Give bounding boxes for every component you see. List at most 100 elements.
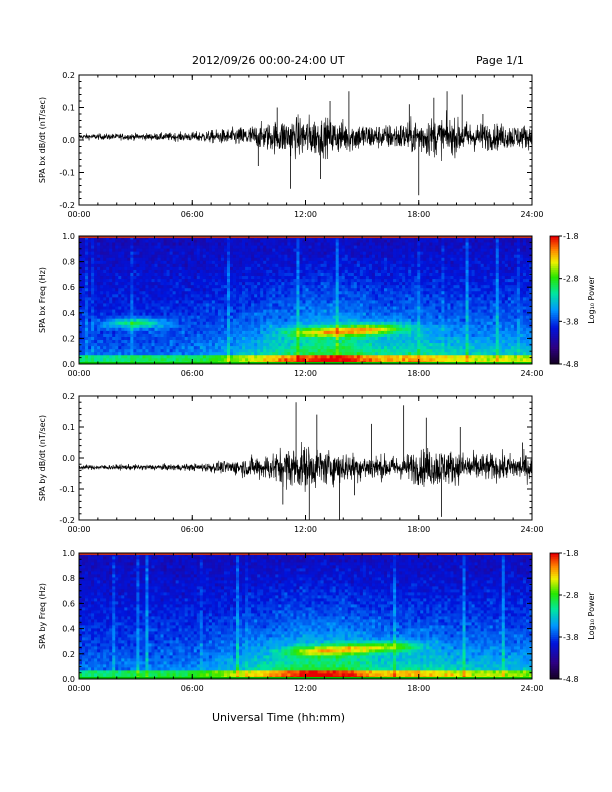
spectrogram-cell: [296, 330, 300, 334]
spectrogram-cell: [408, 357, 412, 362]
spectrogram-cell: [420, 354, 424, 359]
spectrogram-cell: [314, 239, 318, 243]
spectrogram-cell: [317, 300, 321, 304]
spectrogram-cell: [275, 333, 279, 337]
spectrogram-cell: [166, 306, 170, 310]
spectrogram-cell: [242, 251, 246, 255]
spectrogram-cell: [169, 296, 174, 301]
spectrogram-cell: [127, 327, 131, 331]
spectrogram-cell: [356, 318, 361, 322]
spectrogram-cell: [390, 248, 394, 252]
spectrogram-cell: [136, 300, 140, 304]
spectrogram-cell: [127, 321, 131, 325]
spectrogram-cell: [390, 342, 394, 347]
spectrogram-cell: [350, 248, 355, 252]
spectrogram-cell: [190, 284, 195, 289]
spectrogram-cell: [293, 318, 297, 322]
spectrogram-cell: [211, 239, 216, 243]
spectrogram-cell: [405, 330, 409, 334]
spectrogram-cell: [272, 278, 276, 283]
spectrogram-cell: [399, 318, 403, 322]
spectrogram-cell: [230, 318, 234, 322]
spectrogram-cell: [97, 266, 101, 270]
spectrogram-cell: [420, 324, 424, 328]
spectrogram-cell: [350, 254, 355, 258]
spectrogram-cell: [245, 354, 249, 359]
spectrogram-cell: [399, 342, 403, 347]
spectrogram-cell: [154, 269, 158, 273]
spectrogram-cell: [332, 303, 337, 307]
spectrogram-cell: [296, 303, 300, 307]
spectrogram-cell: [220, 254, 225, 258]
spectrogram-cell: [208, 339, 213, 344]
spectrogram-cell: [320, 300, 325, 304]
spectrogram-cell: [79, 248, 83, 252]
spectrogram-cell: [329, 342, 334, 347]
spectrogram-cell: [257, 330, 261, 334]
spectrogram-cell: [332, 296, 337, 301]
spectrogram-cell: [341, 303, 346, 307]
spectrogram-cell: [396, 257, 400, 261]
spectrogram-cell: [290, 318, 294, 322]
spectrogram-cell: [390, 290, 394, 295]
spectrogram-cell: [290, 275, 294, 280]
spectrogram-cell: [411, 327, 415, 331]
x-axis-title: Universal Time (hh:mm): [212, 711, 345, 724]
spectrogram-cell: [233, 275, 237, 280]
spectrogram-cell: [88, 248, 92, 252]
spectrogram-cell: [226, 321, 231, 325]
spectrogram-cell: [387, 303, 391, 307]
spectrogram-cell: [347, 342, 352, 347]
spectrogram-cell: [374, 339, 379, 344]
spectrogram-cell: [332, 357, 337, 362]
spectrogram-cell: [335, 290, 340, 295]
spectrogram-cell: [157, 260, 161, 264]
spectrogram-cell: [311, 263, 315, 267]
spectrogram-cell: [332, 263, 337, 267]
spectrogram-cell: [166, 333, 170, 337]
spectrogram-cell: [317, 345, 321, 350]
spectrogram-cell: [208, 245, 213, 249]
spectrogram-cell: [308, 342, 312, 347]
spectrogram-cell: [190, 248, 195, 252]
spectrogram-cell: [223, 309, 228, 313]
spectrogram-cell: [365, 315, 370, 319]
spectrogram-cell: [275, 296, 279, 301]
spectrogram-cell: [193, 339, 198, 344]
spectrogram-cell: [356, 324, 361, 328]
spectrogram-cell: [353, 257, 358, 261]
spectrogram-cell: [377, 351, 382, 356]
spectrogram-cell: [248, 287, 252, 292]
spectrogram-cell: [353, 306, 358, 310]
spectrogram-cell: [396, 254, 400, 258]
spectrogram-cell: [350, 242, 355, 246]
spectrogram-cell: [405, 245, 409, 249]
spectrogram-cell: [329, 266, 334, 270]
spectrogram-cell: [317, 245, 321, 249]
spectrogram-cell: [423, 342, 427, 347]
spectrogram-cell: [139, 318, 143, 322]
spectrogram-cell: [426, 293, 430, 298]
spectrogram-cell: [214, 354, 219, 359]
spectrogram-cell: [109, 318, 113, 322]
spectrogram-cell: [193, 342, 198, 347]
spectrogram-cell: [387, 275, 391, 280]
spectrogram-cell: [320, 312, 325, 316]
spectrogram-cell: [323, 251, 328, 255]
spectrogram-cell: [214, 287, 219, 292]
spectrogram-cell: [106, 330, 110, 334]
spectrogram-cell: [426, 348, 430, 353]
spectrogram-cell: [175, 257, 180, 261]
spectrogram-cell: [272, 242, 276, 246]
spectrogram-cell: [266, 315, 270, 319]
spectrogram-cell: [254, 254, 258, 258]
spectrogram-cell: [133, 290, 137, 295]
spectrogram-cell: [396, 281, 400, 286]
spectrogram-cell: [308, 315, 312, 319]
spectrogram-cell: [233, 245, 237, 249]
spectrogram-cell: [106, 306, 110, 310]
spectrogram-cell: [281, 272, 285, 277]
spectrogram-cell: [317, 336, 321, 341]
spectrogram-cell: [305, 327, 309, 331]
spectrogram-cell: [290, 257, 294, 261]
